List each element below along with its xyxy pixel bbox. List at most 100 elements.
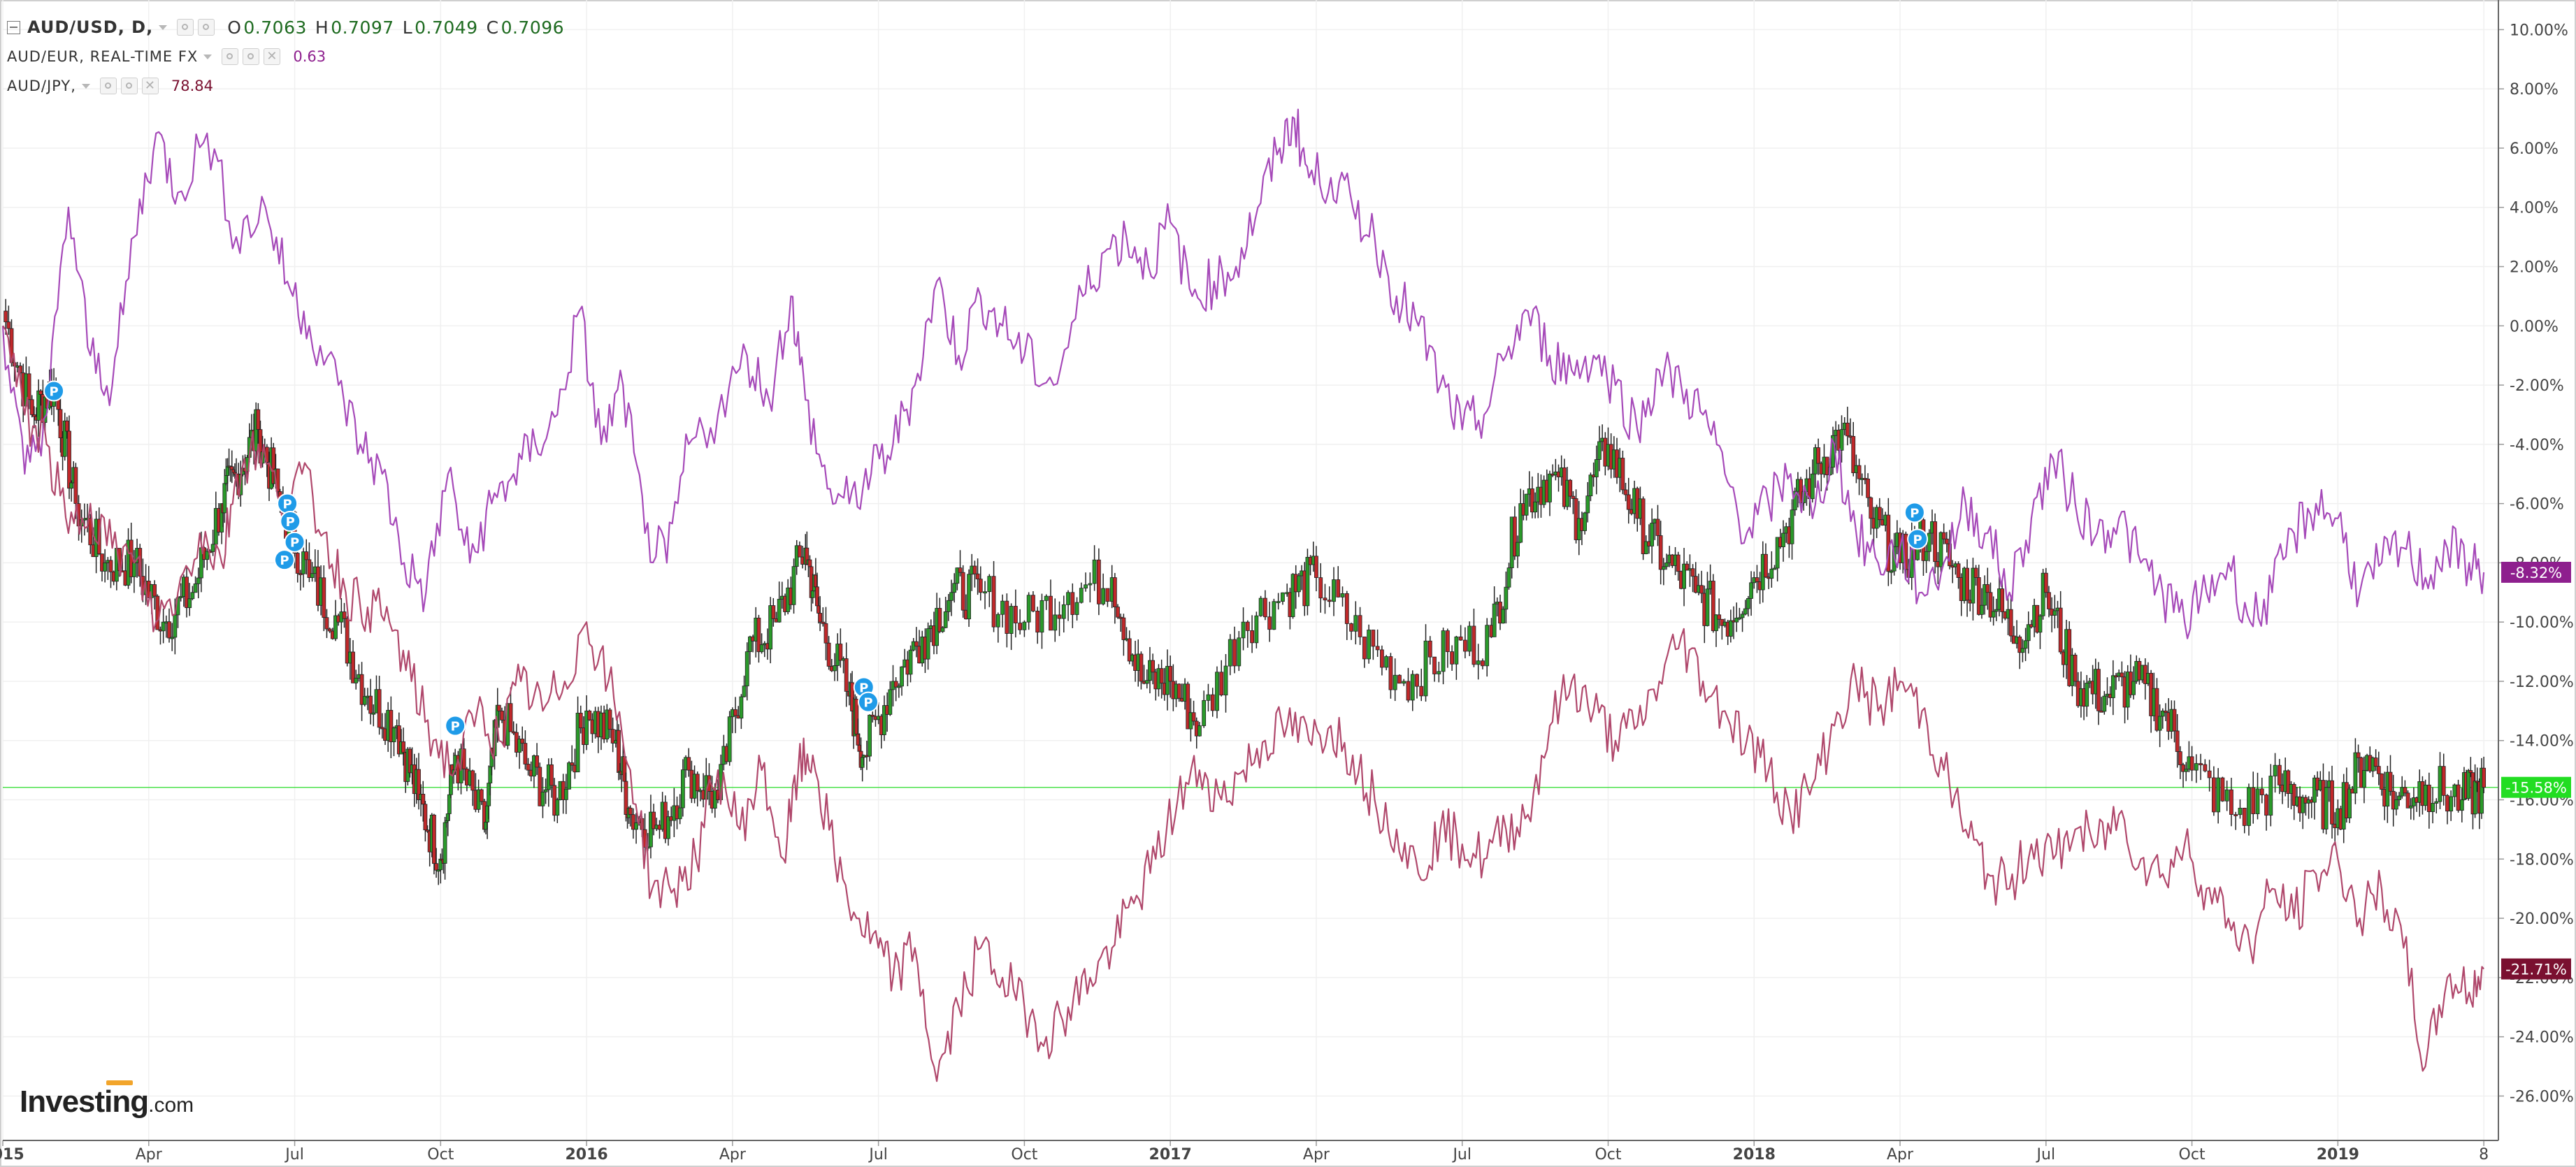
candle-body xyxy=(960,572,965,611)
candle-body xyxy=(540,791,545,806)
event-marker-label: P xyxy=(1913,532,1922,547)
candle-body xyxy=(131,563,136,577)
candle-body xyxy=(1650,523,1655,546)
candle-body xyxy=(975,573,980,580)
collapse-icon[interactable] xyxy=(7,20,20,34)
candle-body xyxy=(844,658,849,692)
candle-body xyxy=(983,591,987,594)
candle-body xyxy=(1705,588,1710,626)
candle-body xyxy=(1799,479,1803,503)
candle-body xyxy=(2459,799,2464,811)
candle-body xyxy=(1437,671,1441,674)
candle-body xyxy=(1276,601,1281,604)
candle-body xyxy=(1869,497,1873,519)
candle-body xyxy=(1362,636,1367,660)
candle-body xyxy=(1973,567,1978,578)
last-value-label: -15.58% xyxy=(2505,780,2567,797)
candle-body xyxy=(1594,459,1599,477)
eye-icon[interactable] xyxy=(99,78,117,94)
candle-body xyxy=(739,696,744,719)
chevron-down-icon[interactable] xyxy=(81,83,90,89)
x-tick-label: Oct xyxy=(427,1146,454,1164)
gear-icon[interactable] xyxy=(120,78,138,94)
candle-body xyxy=(100,553,104,572)
candle-body xyxy=(610,729,615,744)
close-icon[interactable]: ✕ xyxy=(264,48,281,65)
eye-icon[interactable] xyxy=(222,48,239,65)
candle-body xyxy=(470,770,475,791)
logo-domain: .com xyxy=(148,1094,194,1117)
candle-body xyxy=(791,566,796,605)
candle-body xyxy=(1371,630,1376,647)
candle-body xyxy=(1924,551,1929,561)
candle-body xyxy=(342,611,347,619)
candle-body xyxy=(1728,620,1733,637)
candle-body xyxy=(1714,614,1718,632)
candle-body xyxy=(1112,577,1117,608)
y-tick-label: 0.00% xyxy=(2510,318,2559,335)
candle-body xyxy=(2233,814,2238,816)
investing-logo: Investing.com xyxy=(20,1080,194,1119)
x-tick-label: Jul xyxy=(284,1146,304,1164)
candle-body xyxy=(1851,436,1856,474)
x-tick-label: Oct xyxy=(2179,1146,2206,1164)
candle-body xyxy=(1450,651,1455,665)
candle-body xyxy=(508,703,513,732)
candle-body xyxy=(1116,607,1120,618)
candle-body xyxy=(371,712,376,715)
candle-body xyxy=(2181,764,2185,772)
chevron-down-icon[interactable] xyxy=(203,54,213,59)
candle-body xyxy=(2468,770,2473,774)
candle-body xyxy=(733,709,737,716)
candle-body xyxy=(1168,666,1173,682)
candle-body xyxy=(1232,639,1237,667)
candle-body xyxy=(152,584,157,597)
candle-body xyxy=(2157,716,2162,731)
candle-body xyxy=(1976,577,1981,615)
candle-body xyxy=(1053,614,1058,631)
candle-body xyxy=(1151,660,1156,673)
candle-body xyxy=(2376,766,2381,774)
candle-body xyxy=(652,811,656,829)
candle-body xyxy=(432,814,436,864)
last-value-badge xyxy=(2501,776,2571,798)
candle-body xyxy=(1889,570,1894,573)
candle-body xyxy=(1971,567,1976,604)
candle-body xyxy=(1485,625,1490,667)
candle-body xyxy=(1049,595,1053,631)
candle-body xyxy=(727,716,732,762)
candle-body xyxy=(695,774,700,792)
candle-body xyxy=(2000,588,2005,612)
candle-body xyxy=(2207,770,2212,778)
candle-body xyxy=(1005,600,1009,634)
candle-body xyxy=(1944,538,1949,544)
x-tick-label: Oct xyxy=(1595,1146,1621,1164)
gear-icon[interactable] xyxy=(243,48,260,65)
candle-body xyxy=(1379,649,1384,668)
candle-body xyxy=(1980,604,1984,615)
candle-body xyxy=(1658,535,1663,570)
candle-body xyxy=(777,599,782,623)
candle-body xyxy=(108,560,113,572)
candle-body xyxy=(27,373,31,400)
gear-icon[interactable] xyxy=(198,19,215,36)
candle-body xyxy=(1516,542,1520,557)
candle-body xyxy=(1682,563,1686,589)
candle-body xyxy=(1810,473,1815,500)
chevron-down-icon[interactable] xyxy=(159,24,168,30)
candle-body xyxy=(1988,592,1993,618)
candle-body xyxy=(1825,456,1829,475)
candle-body xyxy=(3,310,8,323)
candle-body xyxy=(1583,512,1587,531)
candle-body xyxy=(1512,516,1517,557)
candle-body xyxy=(1571,495,1576,499)
candle-body xyxy=(666,816,670,839)
x-tick-label: 2016 xyxy=(565,1146,607,1164)
close-icon[interactable]: ✕ xyxy=(141,78,159,94)
candle-body xyxy=(926,628,930,660)
eye-icon[interactable] xyxy=(177,19,194,36)
candle-body xyxy=(62,420,67,457)
candle-body xyxy=(1066,592,1070,605)
